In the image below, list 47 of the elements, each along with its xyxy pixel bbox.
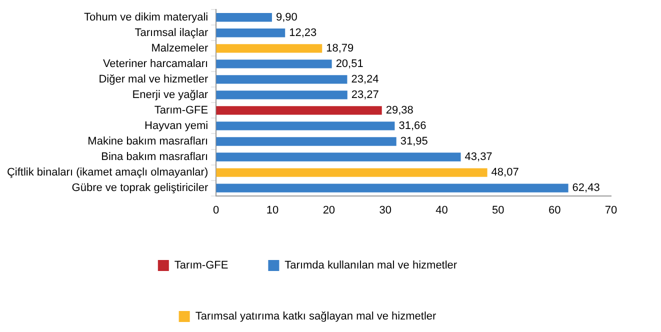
- data-label: 48,07: [491, 166, 519, 179]
- x-tick-label: 60: [548, 204, 561, 216]
- bar: [216, 90, 348, 100]
- data-label: 18,79: [326, 42, 354, 54]
- y-tick-label: Tarımsal ilaçlar: [134, 26, 208, 39]
- y-tick-label: Makine bakım masrafları: [88, 136, 208, 148]
- bar: [216, 152, 461, 162]
- legend-label: Tarım-GFE: [174, 260, 228, 272]
- y-tick-label: Veteriner harcamaları: [102, 58, 208, 70]
- bar: [216, 137, 396, 146]
- data-label: 62,43: [572, 182, 600, 194]
- x-tick-label: 50: [492, 204, 504, 216]
- data-label: 12,23: [289, 26, 317, 39]
- bar: [216, 184, 568, 192]
- y-tick-label: Gübre ve toprak geliştiriciler: [72, 182, 208, 194]
- legend-label: Tarımda kullanılan mal ve hizmetler: [284, 260, 458, 272]
- y-tick-label: Hayvan yemi: [144, 120, 208, 132]
- y-tick-label: Tohum ve dikim materyali: [84, 11, 208, 24]
- x-tick-label: 20: [322, 204, 336, 216]
- y-tick-label: Tarım-GFE: [154, 104, 208, 116]
- x-tick-label: 10: [266, 204, 279, 216]
- legend-label: Tarımsal yatırıma katkı sağlayan mal ve hizmetler: [195, 310, 437, 323]
- y-tick-label: Diğer mal ve hizmetler: [98, 73, 208, 86]
- data-label: 9,90: [276, 11, 298, 24]
- data-label: 31,95: [400, 136, 428, 148]
- data-label: 31,66: [398, 120, 426, 132]
- bar: [216, 122, 395, 130]
- data-label: 20,51: [336, 58, 364, 70]
- x-tick-label: 30: [379, 204, 392, 216]
- bar: [216, 28, 286, 38]
- bar: [216, 168, 488, 177]
- data-label: 23,27: [351, 88, 379, 101]
- bar: [216, 106, 382, 115]
- data-label: 43,37: [464, 151, 492, 164]
- x-tick-label: 70: [604, 204, 618, 216]
- y-tick-label: Bina bakım masrafları: [101, 151, 208, 164]
- bar: [216, 75, 348, 84]
- y-tick-label: Çiftlik binaları (ikamet amaçlı olmayanlar): [6, 166, 208, 179]
- bar: [216, 13, 272, 22]
- y-tick-label: Enerji ve yağlar: [132, 88, 208, 101]
- y-tick-label: Malzemeler: [151, 42, 208, 54]
- x-tick-label: 0: [213, 204, 220, 216]
- x-tick-label: 40: [436, 204, 448, 216]
- data-label: 23,24: [351, 73, 379, 86]
- bar: [216, 60, 332, 68]
- bar: [216, 44, 322, 53]
- data-label: 29,38: [386, 104, 414, 116]
